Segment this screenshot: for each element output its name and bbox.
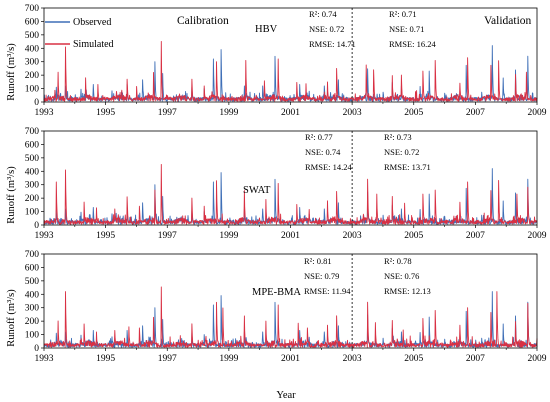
x-axis-title: Year [276, 390, 296, 401]
calibration-stat: NSE: 0.72 [309, 24, 344, 34]
plot-area-frame [43, 130, 538, 226]
x-tick-label: 2003 [343, 354, 362, 364]
x-tick-label: 1999 [219, 108, 238, 118]
y-tick-label: 300 [25, 58, 40, 68]
y-tick-label: 500 [25, 31, 40, 41]
x-tick-label: 1995 [96, 108, 115, 118]
calibration-stat: RMSE: 11.94 [304, 286, 351, 296]
calibration-stat: NSE: 0.79 [304, 271, 339, 281]
validation-stat: R²: 0.78 [384, 256, 412, 266]
validation-label: Validation [484, 15, 532, 27]
y-tick-label: 400 [25, 44, 40, 54]
y-tick-label: 700 [25, 4, 40, 14]
validation-stat: RMSE: 12.13 [384, 286, 431, 296]
y-tick-label: 0 [34, 344, 39, 354]
panel-mpe-bma: 0 100 200 300 400 500 600 700 1993 1995 1997 1999 20… [25, 250, 547, 364]
x-tick-label: 2001 [281, 354, 300, 364]
x-tick-label: 1993 [35, 231, 54, 241]
calibration-stat: RMSE: 14.71 [309, 39, 356, 49]
plot-area-frame [43, 253, 538, 349]
legend-simulated-label: Simulated [73, 39, 114, 50]
x-tick-label: 1997 [158, 231, 177, 241]
panel-swat: 0 100 200 300 400 500 600 700 1993 1995 1997 1999 20… [25, 127, 547, 241]
legend-observed-label: Observed [73, 17, 111, 28]
x-tick-label: 1997 [158, 108, 177, 118]
legend: Observed Simulated [45, 17, 114, 50]
model-name: SWAT [243, 185, 271, 196]
calibration-stat: R²: 0.74 [309, 9, 337, 19]
y-tick-label: 400 [25, 167, 40, 177]
y-axis-title-hbv: Runoff (m³/s) [6, 43, 17, 101]
y-tick-label: 100 [25, 331, 40, 341]
x-tick-label: 2007 [466, 354, 485, 364]
validation-stat: RMSE: 16.24 [389, 39, 437, 49]
validation-stat: NSE: 0.76 [384, 271, 419, 281]
model-name: HBV [255, 24, 278, 35]
calibration-stat: R²: 0.77 [305, 132, 333, 142]
y-tick-label: 600 [25, 140, 40, 150]
panel-hbv: 0 100 200 300 400 500 600 700 1993 1995 1997 1999 20… [25, 4, 547, 118]
series-line-simulated [43, 163, 538, 225]
calibration-stat: RMSE: 14.24 [305, 162, 353, 172]
y-tick-label: 400 [25, 290, 40, 300]
x-tick-label: 1995 [96, 354, 115, 364]
plot-area-frame [43, 7, 538, 103]
x-tick-label: 1993 [35, 108, 54, 118]
y-tick-label: 200 [25, 194, 40, 204]
x-tick-label: 2009 [528, 108, 547, 118]
validation-stat: NSE: 0.71 [389, 24, 424, 34]
y-tick-label: 300 [25, 181, 40, 191]
validation-stat: R²: 0.73 [384, 132, 412, 142]
y-tick-label: 200 [25, 317, 40, 327]
y-tick-label: 100 [25, 85, 40, 95]
x-tick-label: 1993 [35, 354, 54, 364]
x-tick-label: 1997 [158, 354, 177, 364]
series-line-observed [43, 45, 538, 102]
x-tick-label: 2005 [404, 108, 423, 118]
y-tick-label: 700 [25, 250, 40, 260]
y-tick-label: 0 [34, 98, 39, 108]
x-tick-label: 2001 [281, 108, 300, 118]
y-tick-label: 500 [25, 154, 40, 164]
x-tick-label: 2009 [528, 231, 547, 241]
x-tick-label: 2003 [343, 231, 362, 241]
series-line-simulated [43, 40, 538, 102]
series-line-simulated [43, 286, 538, 348]
calibration-stat: R²: 0.81 [304, 256, 332, 266]
x-tick-label: 1999 [219, 354, 238, 364]
y-axis-title-mpe-bma: Runoff (m³/s) [6, 289, 17, 347]
validation-stat: NSE: 0.72 [384, 147, 419, 157]
y-tick-label: 600 [25, 263, 40, 273]
y-tick-label: 500 [25, 277, 40, 287]
y-tick-label: 200 [25, 71, 40, 81]
calibration-stat: NSE: 0.74 [305, 147, 341, 157]
x-tick-label: 2007 [466, 231, 485, 241]
validation-stat: R²: 0.71 [389, 9, 417, 19]
x-tick-label: 1995 [96, 231, 115, 241]
x-tick-label: 2007 [466, 108, 485, 118]
calibration-label: Calibration [177, 15, 229, 27]
y-tick-label: 700 [25, 127, 40, 137]
x-tick-label: 2001 [281, 231, 300, 241]
y-tick-label: 600 [25, 17, 40, 27]
y-tick-label: 0 [34, 221, 39, 231]
x-tick-label: 2009 [528, 354, 547, 364]
x-tick-label: 2003 [343, 108, 362, 118]
validation-stat: RMSE: 13.71 [384, 162, 431, 172]
x-tick-label: 2005 [404, 231, 423, 241]
x-tick-label: 2005 [404, 354, 423, 364]
y-axis-title-swat: Runoff (m³/s) [6, 166, 17, 224]
x-tick-label: 1999 [219, 231, 238, 241]
model-name: MPE-BMA [252, 287, 301, 298]
y-tick-label: 300 [25, 304, 40, 314]
y-tick-label: 100 [25, 208, 40, 218]
series-line-observed [43, 291, 538, 348]
